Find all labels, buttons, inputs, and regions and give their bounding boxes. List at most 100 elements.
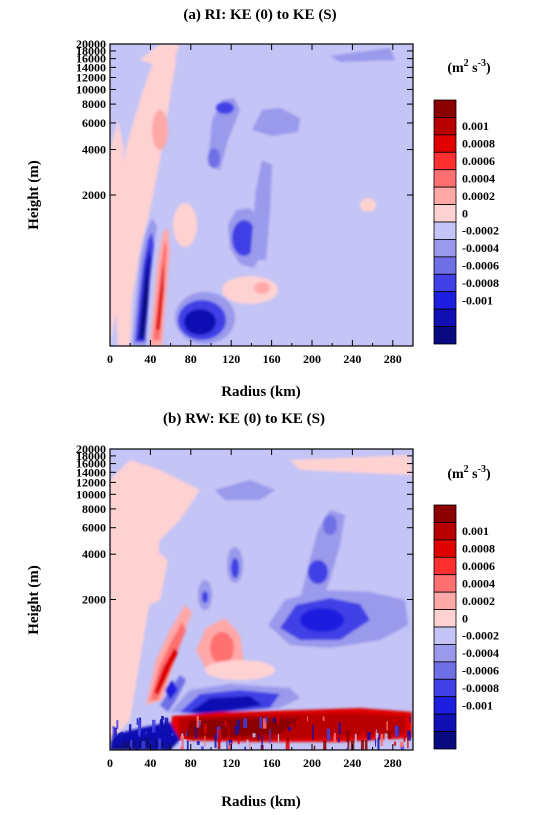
panel-b-contour-small-2: [231, 558, 239, 578]
panel-b-noise-streak: [158, 738, 162, 750]
panel-a-contour-top-right: [330, 48, 395, 62]
panel-a-colorbar-label: 0: [462, 206, 468, 220]
panel-b-noise-streak: [130, 739, 133, 750]
panel-b-noise-streak: [166, 742, 169, 750]
panel-b-colorbar-swatch: [433, 522, 457, 541]
panel-a-xtick-label: 200: [303, 352, 321, 366]
panel-b-noise-streak: [161, 716, 164, 721]
panel-a-axes: 0 40 80 120 160 200 240 280 2000 4000 6000 80001000…: [76, 37, 413, 366]
panel-b-noise-streak: [277, 716, 280, 725]
panel-b-noise-streak: [399, 741, 404, 748]
panel-a-ytick-label: 14000: [76, 60, 106, 74]
panel-b-noise-streak: [393, 741, 397, 746]
panel-a-ytick-label: 20000: [76, 37, 106, 51]
panel-b-colorbar-swatch: [433, 678, 457, 698]
panel-b-xtick-label: 160: [263, 756, 281, 770]
panel-b-colorbar-label: 0.0008: [462, 542, 495, 556]
panel-b-noise-streak: [142, 730, 147, 735]
panel-b-noise-streak: [290, 730, 294, 740]
panel-b-ytick-label: 16000: [76, 457, 106, 471]
panel-b-noise-streak: [155, 747, 157, 750]
panel-b-xtick-label: 80: [185, 756, 197, 770]
panel-b-contour-arm-2: [308, 560, 328, 584]
panel-b-noise-streak: [378, 734, 380, 740]
panel-a-contour-up-3: [208, 148, 220, 168]
panel-a-unit: (m2 s-3): [447, 58, 491, 76]
panel-b-plot-area: [110, 449, 413, 750]
panel-b-colorbar-swatch: [433, 574, 457, 593]
panel-b-noise-streak: [286, 737, 290, 742]
panel-b-noise-streak: [151, 739, 155, 750]
panel-b-contour-small-6: [165, 680, 178, 700]
panel-a-colorbar-swatch: [433, 117, 457, 136]
panel-b-noise-streak: [384, 733, 389, 745]
panel-a-contour-pink-4: [152, 110, 168, 150]
panel-b-noise-streak: [164, 737, 167, 750]
panel-a-ytick-label: 12000: [76, 70, 106, 84]
panel-b-noise-streak: [330, 724, 334, 736]
panel-b-noise-streak: [155, 726, 158, 734]
panel-b-colorbar-swatch: [433, 644, 457, 663]
panel-a-xtick-label: 160: [263, 352, 281, 366]
panel-b-colorbar-label: 0.0006: [462, 559, 495, 573]
panel-b-noise-streak: [277, 734, 280, 742]
panel-b-noise-streak: [244, 746, 246, 750]
panel-b-noise-streak: [224, 720, 227, 727]
panel-b-noise-streak: [218, 728, 222, 743]
panel-b-noise-streak: [183, 739, 187, 747]
panel-b-noise-streak: [346, 729, 350, 742]
panel-a-colorbar-label: -0.0006: [462, 259, 499, 273]
panel-b-noise-streak: [287, 727, 291, 732]
panel-a-contour-pink-3: [254, 282, 270, 294]
panel-b-noise-streak: [151, 719, 156, 733]
panel-b-noise-streak: [217, 737, 221, 750]
panel-a-colorbar: 0.001 0.0008 0.0006 0.0004 0.0002 0 -0.0002 -0.…: [433, 99, 499, 345]
panel-b-colorbar-swatch: [433, 661, 457, 680]
panel-b-noise-streak: [226, 741, 228, 750]
panel-a-contour-pos-edge: [110, 120, 124, 346]
panel-a-colorbar-swatch: [433, 256, 457, 275]
panel-b-noise-streak: [312, 724, 314, 740]
panel-a-colorbar-label: 0.0002: [462, 189, 495, 203]
panel-a-contour-pink-5: [360, 198, 376, 212]
panel-b-noise-streak: [201, 746, 204, 750]
panel-a-ytick-label: 8000: [82, 97, 106, 111]
panel-a-contour-pos-2: [153, 240, 167, 340]
panel-b-colorbar-label: -0.0004: [462, 646, 499, 660]
panel-b-colorbar-swatch: [433, 504, 457, 523]
panel-b-contour-arm-3: [323, 515, 337, 535]
panel-b-noise-streak: [307, 722, 311, 734]
panel-b-noise-streak: [374, 739, 377, 747]
panel-b-noise-streak: [367, 732, 371, 741]
panel-b-noise-streak: [149, 741, 153, 748]
panel-a-ylabel: Height (m): [26, 160, 42, 230]
panel-a-colorbar-swatch: [433, 326, 457, 345]
panel-b-noise-streak: [394, 725, 399, 737]
panel-b-contour-pink-left: [110, 460, 200, 740]
panel-a-contour-neg-4: [140, 268, 148, 336]
panel-b-contour-right-3: [300, 608, 344, 632]
panel-b-noise-streak: [405, 724, 407, 737]
panel-a-contour-pink-2: [222, 276, 278, 304]
panel-b-ytick-label: 10000: [76, 487, 106, 501]
panel-b-colorbar-swatch: [433, 713, 457, 732]
panel-b-noise-streak: [227, 723, 230, 739]
panel-b-colorbar-label: -0.0002: [462, 629, 499, 643]
panel-b-noise-streak: [257, 730, 259, 742]
panel-b-noise-streak: [347, 738, 350, 749]
panel-b-colorbar-swatch: [433, 609, 457, 628]
panel-b-contour-small-4: [202, 591, 208, 603]
panel-b-noise-streak: [400, 745, 405, 750]
panel-a-colorbar-swatch: [433, 134, 457, 153]
panel-b-noise-streak: [285, 740, 290, 750]
panel-b-xtick-label: 0: [107, 756, 113, 770]
panel-b-noise-streak: [138, 725, 141, 737]
panel-a-contour-blob-3: [184, 309, 216, 335]
panel-b-xtick-label: 120: [222, 756, 240, 770]
panel-b-noise-streak: [403, 716, 406, 727]
panel-a-colorbar-swatch: [433, 221, 457, 240]
panel-b-noise-streak: [377, 737, 380, 750]
panel-b-noise-streak: [393, 718, 396, 723]
panel-a-colorbar-swatch: [433, 204, 457, 223]
